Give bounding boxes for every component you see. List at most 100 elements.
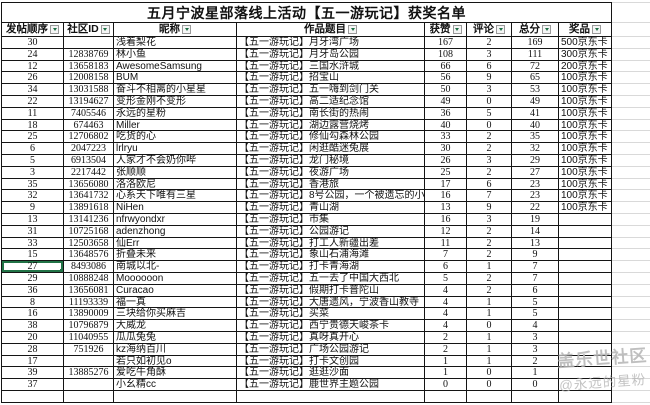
cell-comments[interactable]: 6 bbox=[467, 60, 512, 73]
cell-work-title[interactable]: 【五一游玩记】8号公园，一个被遗忘的小众景点 bbox=[237, 190, 425, 203]
cell-community-id[interactable] bbox=[64, 37, 114, 49]
empty-cell[interactable] bbox=[612, 61, 650, 73]
empty-cell[interactable] bbox=[612, 155, 650, 167]
cell-comments[interactable]: 3 bbox=[467, 213, 512, 226]
empty-cell[interactable] bbox=[612, 167, 650, 179]
cell-likes[interactable]: 4 bbox=[425, 296, 467, 309]
cell-nickname[interactable] bbox=[114, 390, 237, 403]
cell-prize[interactable] bbox=[559, 284, 612, 297]
cell-likes[interactable]: 66 bbox=[425, 60, 467, 73]
cell-prize[interactable]: 100京东卡 bbox=[559, 119, 612, 132]
cell-order[interactable]: 20 bbox=[2, 331, 64, 344]
cell-order[interactable] bbox=[2, 390, 64, 403]
cell-work-title[interactable]: 【五一游玩记】打卡青海湖 bbox=[237, 261, 425, 273]
cell-prize[interactable]: 100京东卡 bbox=[559, 178, 612, 191]
cell-prize[interactable] bbox=[559, 331, 612, 344]
cell-nickname[interactable]: 永远的星粉 bbox=[114, 107, 237, 120]
empty-cell[interactable] bbox=[612, 367, 650, 380]
cell-community-id[interactable]: 13648576 bbox=[64, 249, 114, 262]
cell-likes[interactable]: 16 bbox=[425, 190, 467, 203]
cell-community-id[interactable]: 10796879 bbox=[64, 320, 114, 332]
cell-total[interactable]: 49 bbox=[512, 95, 559, 108]
cell-likes[interactable]: 167 bbox=[425, 37, 467, 49]
cell-comments[interactable]: 1 bbox=[467, 308, 512, 321]
cell-work-title[interactable]: 【五一游玩记】月牙湾广场 bbox=[237, 37, 425, 49]
empty-cell[interactable] bbox=[612, 37, 650, 49]
cell-order[interactable]: 6 bbox=[2, 143, 64, 155]
empty-cell[interactable] bbox=[612, 108, 650, 120]
cell-likes[interactable]: 1 bbox=[425, 367, 467, 380]
cell-prize[interactable] bbox=[559, 213, 612, 226]
cell-total[interactable]: 23 bbox=[512, 190, 559, 203]
cell-likes[interactable]: 36 bbox=[425, 107, 467, 120]
cell-work-title[interactable]: 【五一游玩记】龙门秘境 bbox=[237, 154, 425, 167]
cell-comments[interactable]: 0 bbox=[467, 95, 512, 108]
cell-order[interactable]: 35 bbox=[2, 178, 64, 191]
cell-order[interactable]: 8 bbox=[2, 296, 64, 309]
cell-comments[interactable]: 3 bbox=[467, 84, 512, 96]
cell-total[interactable]: 4 bbox=[512, 320, 559, 332]
cell-work-title[interactable]: 【五一游玩记】夜游广场 bbox=[237, 166, 425, 179]
cell-comments[interactable]: 2 bbox=[467, 166, 512, 179]
cell-nickname[interactable]: 爱吃牛角酥 bbox=[114, 367, 237, 380]
cell-work-title[interactable]: 【五一游玩记】香港旅 bbox=[237, 178, 425, 191]
cell-nickname[interactable]: 人家才不会奶你哔 bbox=[114, 154, 237, 167]
cell-work-title[interactable]: 【五一游玩记】五一嗨到剑门关 bbox=[237, 84, 425, 96]
cell-order[interactable]: 9 bbox=[2, 202, 64, 214]
cell-comments[interactable]: 6 bbox=[467, 178, 512, 191]
empty-cell[interactable] bbox=[612, 297, 650, 309]
filter-dropdown-icon[interactable] bbox=[100, 25, 110, 34]
cell-total[interactable] bbox=[512, 390, 559, 403]
cell-likes[interactable]: 30 bbox=[425, 143, 467, 155]
cell-prize[interactable]: 300京东卡 bbox=[559, 48, 612, 61]
cell-comments[interactable]: 0 bbox=[467, 367, 512, 380]
cell-nickname[interactable]: AwesomeSamsung bbox=[114, 60, 237, 73]
cell-order[interactable]: 32 bbox=[2, 190, 64, 203]
cell-total[interactable]: 7 bbox=[512, 272, 559, 285]
empty-cell[interactable] bbox=[612, 23, 650, 37]
cell-total[interactable]: 14 bbox=[512, 225, 559, 238]
cell-work-title[interactable]: 【五一游玩记】假期打卡普陀山 bbox=[237, 284, 425, 297]
cell-work-title[interactable]: 【五一游玩记】公园游记 bbox=[237, 225, 425, 238]
cell-comments[interactable]: 1 bbox=[467, 343, 512, 356]
cell-likes[interactable]: 13 bbox=[425, 202, 467, 214]
cell-likes[interactable]: 49 bbox=[425, 95, 467, 108]
cell-comments[interactable]: 2 bbox=[467, 249, 512, 262]
cell-nickname[interactable]: 若只如初见o bbox=[114, 355, 237, 368]
cell-likes[interactable]: 33 bbox=[425, 131, 467, 144]
cell-comments[interactable]: 1 bbox=[467, 331, 512, 344]
cell-community-id[interactable]: 751926 bbox=[64, 343, 114, 356]
cell-total[interactable]: 2 bbox=[512, 355, 559, 368]
empty-cell[interactable] bbox=[612, 190, 650, 203]
cell-nickname[interactable]: 南城以北- bbox=[114, 261, 237, 273]
cell-work-title[interactable]: 【五一游玩记】高二适纪念馆 bbox=[237, 95, 425, 108]
cell-likes[interactable]: 25 bbox=[425, 166, 467, 179]
cell-community-id[interactable]: 7405546 bbox=[64, 107, 114, 120]
selected-cell[interactable]: 27 bbox=[2, 261, 64, 273]
empty-cell[interactable] bbox=[612, 261, 650, 273]
cell-community-id[interactable]: 10725168 bbox=[64, 225, 114, 238]
cell-order[interactable]: 30 bbox=[2, 37, 64, 49]
empty-cell[interactable] bbox=[612, 143, 650, 155]
cell-community-id[interactable]: 13641732 bbox=[64, 190, 114, 203]
empty-cell[interactable] bbox=[612, 379, 650, 391]
cell-prize[interactable] bbox=[559, 379, 612, 391]
empty-cell[interactable] bbox=[612, 285, 650, 297]
cell-nickname[interactable]: 小幺精cc bbox=[114, 379, 237, 391]
cell-community-id[interactable]: 2047223 bbox=[64, 143, 114, 155]
cell-prize[interactable] bbox=[559, 320, 612, 332]
cell-total[interactable]: 9 bbox=[512, 249, 559, 262]
cell-community-id[interactable]: 11193339 bbox=[64, 296, 114, 309]
cell-nickname[interactable]: 林小鱼 bbox=[114, 48, 237, 61]
cell-nickname[interactable]: 奋斗不相离的小星星 bbox=[114, 84, 237, 96]
cell-nickname[interactable]: Curacao bbox=[114, 284, 237, 297]
cell-nickname[interactable]: nfrwyondxr bbox=[114, 213, 237, 226]
empty-cell[interactable] bbox=[612, 84, 650, 96]
cell-likes[interactable]: 2 bbox=[425, 331, 467, 344]
cell-likes[interactable]: 0 bbox=[425, 379, 467, 391]
cell-nickname[interactable]: 张顺顺 bbox=[114, 166, 237, 179]
cell-work-title[interactable]: 【五一游玩记】鹿世界主题公园 bbox=[237, 379, 425, 391]
cell-comments[interactable]: 7 bbox=[467, 190, 512, 203]
cell-prize[interactable]: 500京东卡 bbox=[559, 37, 612, 49]
cell-work-title[interactable]: 【五一游玩记】西宁贵德天峻茶卡 bbox=[237, 320, 425, 332]
